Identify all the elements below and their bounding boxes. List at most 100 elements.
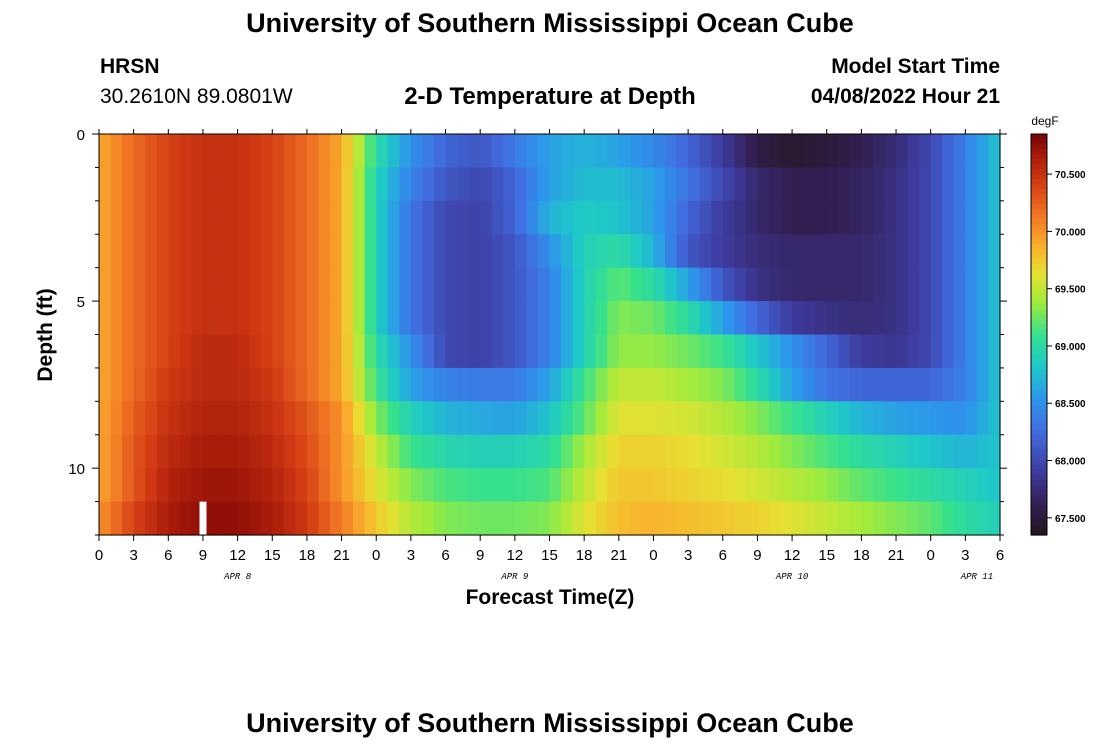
heatmap-cell [468,367,481,402]
heatmap-cell [907,234,920,269]
heatmap-cell [295,434,308,469]
colorbar-segment [1031,174,1047,180]
heatmap-cell [156,501,169,536]
colorbar-segment [1031,254,1047,260]
heatmap-cell [272,134,285,169]
heatmap-cell [861,468,874,503]
heatmap-cell [110,267,123,302]
colorbar-tick-label: 67.500 [1055,514,1086,525]
colorbar-segment [1031,164,1047,170]
heatmap-cell [330,501,343,536]
heatmap-cell [630,468,643,503]
heatmap-cell [202,401,216,436]
heatmap-cell [630,334,643,369]
heatmap-cell [133,334,146,369]
heatmap-cell [214,468,227,503]
heatmap-cell [919,167,932,202]
heatmap-cell [884,200,897,235]
heatmap-cell [260,434,273,469]
heatmap-cell [214,234,227,269]
heatmap-cell [953,234,966,269]
heatmap-cell [249,468,262,503]
colorbar-segment [1031,414,1047,421]
heatmap-cell [699,434,712,469]
heatmap-cell [295,468,308,503]
heatmap-cell [688,234,701,269]
x-date-label: APR 11 [960,572,993,582]
heatmap-cell [376,434,389,469]
heatmap-cell [745,468,759,503]
heatmap-cell [803,301,816,336]
heatmap-cell [214,267,227,302]
heatmap-cell [283,267,296,302]
heatmap-cell [861,334,874,369]
heatmap-cell [711,334,724,369]
heatmap-cell [618,468,631,503]
heatmap-cell [872,401,886,436]
heatmap-cell [156,468,169,503]
heatmap-cell [468,468,481,503]
heatmap-cell [792,468,805,503]
heatmap-cell [364,134,377,169]
heatmap-cell [168,200,181,235]
heatmap-cell [607,200,620,235]
heatmap-cell [99,234,112,269]
heatmap-cell [745,267,759,302]
colorbar-segment [1031,399,1047,406]
heatmap-cell [237,468,250,503]
heatmap-cell [768,234,782,269]
heatmap-cell [537,334,551,369]
colorbar-segment [1031,259,1047,265]
heatmap-cell [907,200,920,235]
heatmap-cell [988,401,1001,436]
heatmap-cell [445,334,458,369]
heatmap-cell [965,301,978,336]
colorbar-segment [1031,189,1047,195]
heatmap-cell [584,401,597,436]
x-tick-label: 15 [541,547,558,564]
main-title: University of Southern Mississippi Ocean… [246,8,854,38]
heatmap-cell [353,501,366,536]
heatmap-cell [214,367,227,402]
heatmap-cell [214,134,227,169]
heatmap-cell [872,434,886,469]
heatmap-cell [965,334,978,369]
heatmap-cell [988,367,1001,402]
heatmap-cell [780,367,793,402]
heatmap-cell [410,401,424,436]
colorbar-tick-label: 69.500 [1055,285,1086,296]
heatmap-cell [907,401,920,436]
heatmap-cell [249,401,262,436]
heatmap-cell [387,167,400,202]
heatmap-cell [237,401,250,436]
colorbar-segment [1031,149,1047,155]
heatmap-cell [226,301,239,336]
heatmap-cell [896,401,909,436]
heatmap-cell [595,134,608,169]
heatmap-cell [376,200,389,235]
heatmap-cell [549,134,562,169]
heatmap-cell [330,234,343,269]
colorbar-segment [1031,474,1047,481]
heatmap-cell [942,501,955,536]
heatmap-cell [514,501,527,536]
heatmap-cell [826,334,839,369]
heatmap-cell [826,234,839,269]
heatmap-cell [503,501,516,536]
heatmap-cell [168,134,181,169]
heatmap-cell [318,334,331,369]
heatmap-cell [849,134,862,169]
heatmap-cell [942,468,955,503]
heatmap-cell [433,200,447,235]
heatmap-cell [584,167,597,202]
heatmap-cell [457,200,470,235]
heatmap-cell [503,167,516,202]
heatmap-cell [988,267,1001,302]
heatmap-cell [722,267,735,302]
heatmap-cell [745,501,759,536]
heatmap-cell [618,267,631,302]
heatmap-cell [99,367,112,402]
heatmap-cell [826,200,839,235]
heatmap-cell [503,200,516,235]
heatmap-cell [780,401,793,436]
